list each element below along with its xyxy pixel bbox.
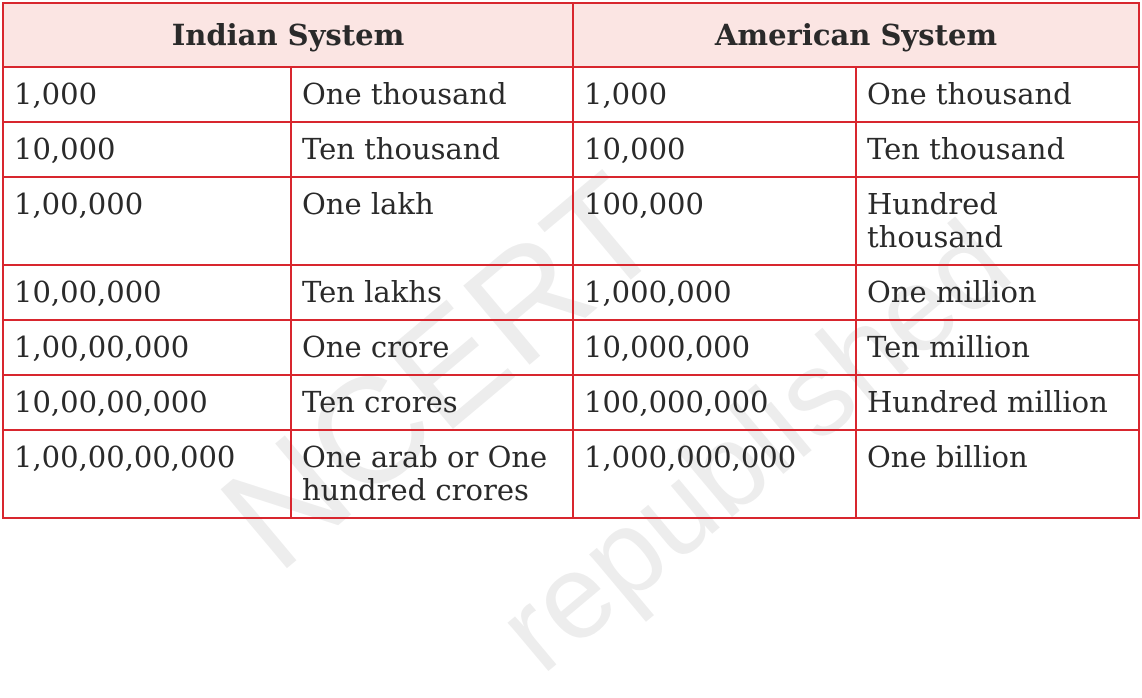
table-cell: One million — [855, 264, 1141, 321]
table-cell: 10,000 — [2, 121, 292, 178]
table-row: 10,00,000 Ten lakhs 1,000,000 One million — [2, 264, 1141, 321]
table-cell: 1,00,00,000 — [2, 319, 292, 376]
table-cell: Ten thousand — [289, 121, 575, 178]
table-cell: 100,000 — [572, 176, 858, 266]
table-cell: 10,00,00,000 — [2, 374, 292, 431]
table-cell: One thousand — [855, 66, 1141, 123]
header-row: Indian System American System — [1, 2, 1141, 68]
table-cell: Hundred thousand — [855, 176, 1141, 266]
table-cell: One billion — [855, 429, 1141, 519]
table-cell: 10,00,000 — [2, 264, 292, 321]
table-cell: Ten crores — [289, 374, 575, 431]
table-row: 1,00,000 One lakh 100,000 Hundred thousand — [2, 176, 1141, 266]
table-cell: Ten lakhs — [289, 264, 575, 321]
table-cell: One arab or One hundred crores — [289, 429, 575, 519]
table-cell: 10,000 — [572, 121, 858, 178]
table-cell: One thousand — [289, 66, 575, 123]
header-cell: Indian System — [1, 2, 575, 68]
table-cell: 1,00,00,00,000 — [2, 429, 292, 519]
header-cell: American System — [572, 2, 1141, 68]
table-row: 1,000 One thousand 1,000 One thousand — [2, 66, 1141, 123]
number-systems-table: Indian System American System 1,000 One t… — [1, 2, 1141, 519]
table-cell: 1,000,000 — [572, 264, 858, 321]
table-cell: Ten million — [855, 319, 1141, 376]
table-cell: 1,000,000,000 — [572, 429, 858, 519]
table-row: 10,000 Ten thousand 10,000 Ten thousand — [2, 121, 1141, 178]
table-cell: Ten thousand — [855, 121, 1141, 178]
table-cell: 1,000 — [2, 66, 292, 123]
table-cell: One lakh — [289, 176, 575, 266]
table-cell: Hundred million — [855, 374, 1141, 431]
table-cell: 1,000 — [572, 66, 858, 123]
table-row: 10,00,00,000 Ten crores 100,000,000 Hundred… — [2, 374, 1141, 431]
table-cell: 1,00,000 — [2, 176, 292, 266]
table-cell: One crore — [289, 319, 575, 376]
table-body: 1,000 One thousand 1,000 One thousand 10,000… — [2, 66, 1141, 519]
table-cell: 100,000,000 — [572, 374, 858, 431]
table-header: Indian System American System — [1, 2, 1141, 68]
table-cell: 10,000,000 — [572, 319, 858, 376]
table-row: 1,00,00,000 One crore 10,000,000 Ten millio… — [2, 319, 1141, 376]
table-row: 1,00,00,00,000 One arab or One hundred cr… — [2, 429, 1141, 519]
